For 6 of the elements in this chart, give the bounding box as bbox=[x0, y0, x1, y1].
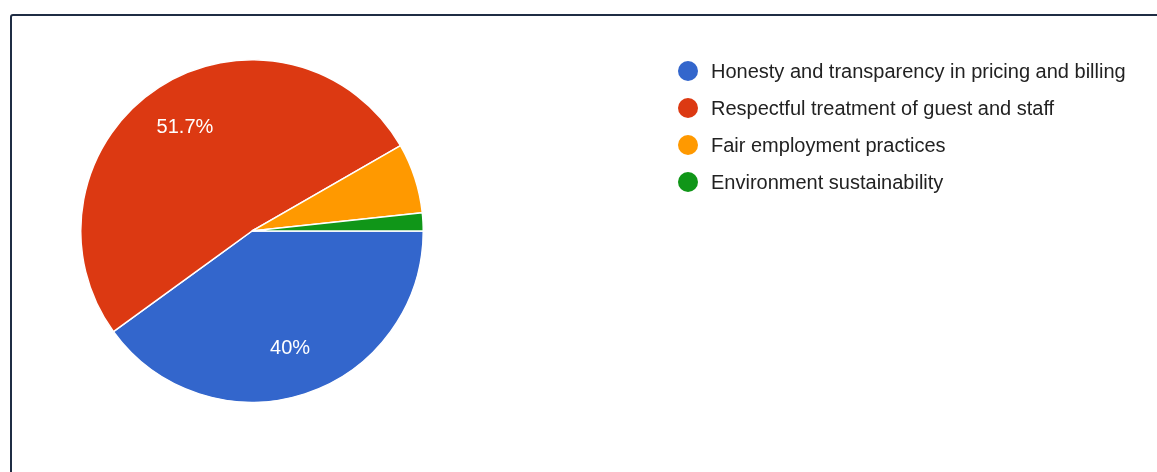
legend-label: Honesty and transparency in pricing and billing bbox=[711, 59, 1126, 84]
legend-label: Respectful treatment of guest and staff bbox=[711, 96, 1055, 121]
data-label: 40% bbox=[270, 335, 311, 358]
legend-label: Environment sustainability bbox=[711, 170, 944, 195]
legend-label: Fair employment practices bbox=[711, 133, 946, 158]
data-label: 51.7% bbox=[156, 115, 214, 138]
